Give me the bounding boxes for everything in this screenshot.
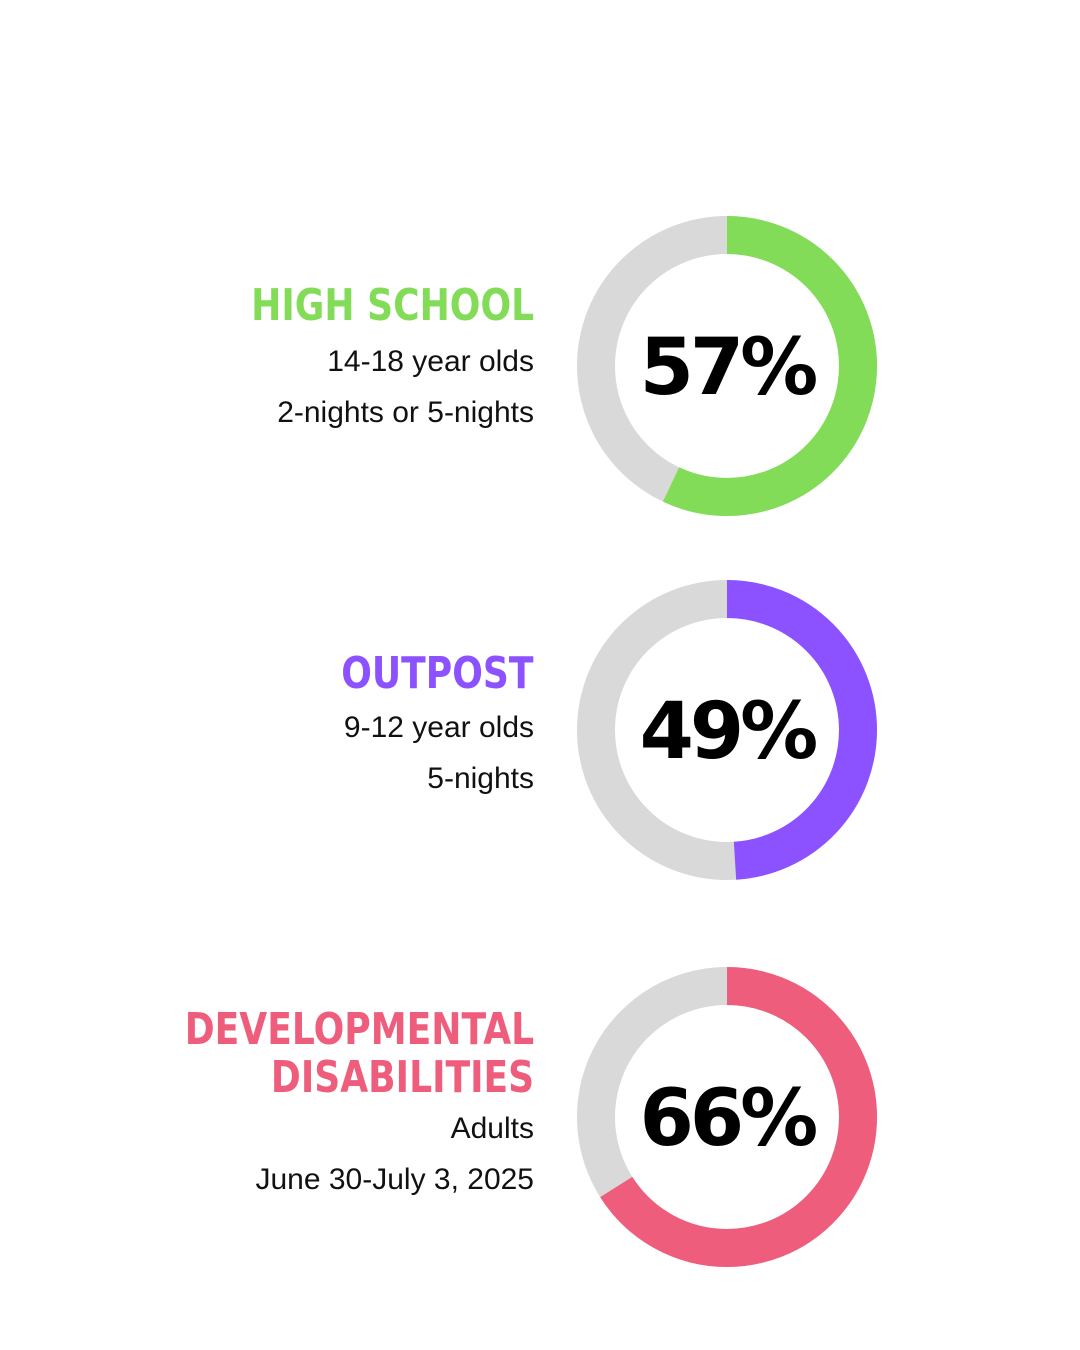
program-age: 14-18 year olds xyxy=(327,345,534,378)
program-title: OUTPOST xyxy=(341,648,534,699)
program-length: 5-nights xyxy=(427,762,534,795)
program-audience: Adults xyxy=(450,1112,534,1145)
donut-value-arc xyxy=(577,967,877,1267)
program-length: 2-nights or 5-nights xyxy=(277,396,534,429)
donut-value-arc xyxy=(577,580,877,880)
donut-svg: 49% xyxy=(577,580,877,880)
program-title-line-2: DISABILITIES xyxy=(270,1052,534,1103)
program-dates: June 30-July 3, 2025 xyxy=(255,1163,534,1196)
percent-label: 57% xyxy=(640,323,817,413)
program-labels: OUTPOST 9-12 year olds 5-nights xyxy=(299,652,534,804)
percent-label: 49% xyxy=(640,687,817,777)
percent-label: 66% xyxy=(640,1074,817,1164)
program-age: 9-12 year olds xyxy=(343,711,534,744)
donut-chart: 49% xyxy=(576,579,878,881)
program-title: HIGH SCHOOL xyxy=(251,280,534,331)
donut-value-arc xyxy=(577,216,877,516)
program-title-line-1: DEVELOPMENTAL xyxy=(184,1004,534,1055)
program-labels: DEVELOPMENTAL DISABILITIES Adults June 3… xyxy=(108,1008,534,1205)
donut-svg: 57% xyxy=(577,216,877,516)
donut-svg: 66% xyxy=(577,967,877,1267)
donut-chart: 57% xyxy=(576,215,878,517)
donut-chart: 66% xyxy=(576,966,878,1268)
program-labels: HIGH SCHOOL 14-18 year olds 2-nights or … xyxy=(189,284,534,438)
